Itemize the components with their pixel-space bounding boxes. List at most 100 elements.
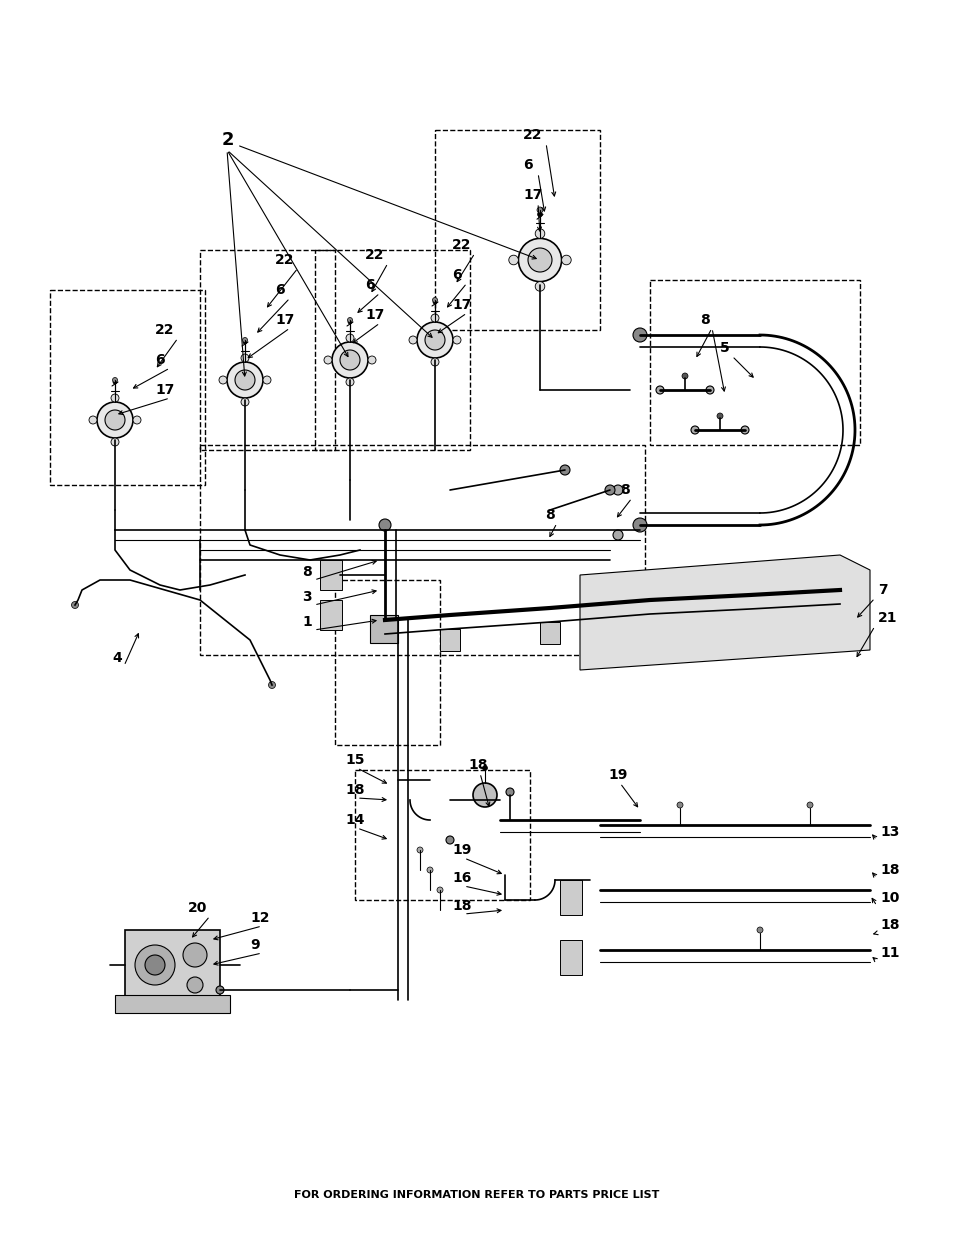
Text: 8: 8 <box>619 483 629 496</box>
Circle shape <box>242 337 247 342</box>
Bar <box>639 614 659 636</box>
Circle shape <box>416 322 453 358</box>
Bar <box>559 940 581 974</box>
Bar <box>355 769 530 900</box>
Circle shape <box>473 783 497 806</box>
Text: 20: 20 <box>188 902 207 915</box>
Bar <box>200 445 644 655</box>
Circle shape <box>187 977 203 993</box>
Circle shape <box>705 387 713 394</box>
Text: 1: 1 <box>302 615 312 629</box>
Text: 6: 6 <box>365 278 375 291</box>
Circle shape <box>112 380 117 384</box>
Circle shape <box>368 356 375 364</box>
Text: 18: 18 <box>879 863 899 877</box>
Circle shape <box>241 354 249 362</box>
Bar <box>319 600 341 630</box>
Circle shape <box>633 329 646 342</box>
Text: 13: 13 <box>879 825 899 839</box>
Circle shape <box>243 340 247 345</box>
Circle shape <box>436 887 442 893</box>
Circle shape <box>427 867 433 873</box>
Text: 6: 6 <box>274 283 284 296</box>
Text: 6: 6 <box>452 268 461 282</box>
Circle shape <box>806 802 812 808</box>
Text: 22: 22 <box>154 324 174 337</box>
Circle shape <box>757 927 762 932</box>
Circle shape <box>517 238 561 282</box>
Bar <box>314 249 470 450</box>
Text: 17: 17 <box>274 312 294 327</box>
Circle shape <box>183 944 207 967</box>
Bar <box>125 930 220 1000</box>
Text: 19: 19 <box>452 844 471 857</box>
Text: FOR ORDERING INFORMATION REFER TO PARTS PRICE LIST: FOR ORDERING INFORMATION REFER TO PARTS … <box>294 1191 659 1200</box>
Circle shape <box>505 788 514 797</box>
Text: 21: 21 <box>877 611 897 625</box>
Circle shape <box>508 256 517 264</box>
Text: 9: 9 <box>250 939 259 952</box>
Circle shape <box>527 248 552 272</box>
Circle shape <box>348 320 352 324</box>
Circle shape <box>215 986 224 994</box>
Circle shape <box>97 403 132 438</box>
Circle shape <box>424 330 444 350</box>
Circle shape <box>416 847 422 853</box>
Bar <box>335 580 439 745</box>
Text: 17: 17 <box>452 298 471 312</box>
Circle shape <box>241 398 249 406</box>
Bar <box>740 609 760 631</box>
Circle shape <box>346 333 354 342</box>
Text: 10: 10 <box>879 890 899 905</box>
Circle shape <box>268 682 275 688</box>
Circle shape <box>537 212 542 217</box>
Text: 16: 16 <box>452 871 471 885</box>
Text: 19: 19 <box>607 768 627 782</box>
Circle shape <box>324 356 332 364</box>
Circle shape <box>112 378 117 383</box>
Text: 4: 4 <box>112 651 122 664</box>
Bar <box>439 629 459 651</box>
Circle shape <box>431 314 438 322</box>
Circle shape <box>132 416 141 424</box>
Text: 17: 17 <box>154 383 174 396</box>
Text: 8: 8 <box>302 564 312 579</box>
Text: 12: 12 <box>250 911 269 925</box>
Circle shape <box>432 298 437 303</box>
Circle shape <box>431 358 438 366</box>
Text: 2: 2 <box>222 131 234 149</box>
Circle shape <box>219 375 227 384</box>
Text: 18: 18 <box>879 918 899 932</box>
Circle shape <box>740 426 748 433</box>
Circle shape <box>347 317 352 322</box>
Polygon shape <box>579 555 869 671</box>
Circle shape <box>535 282 544 291</box>
Circle shape <box>656 387 663 394</box>
Bar <box>115 995 230 1013</box>
Text: 6: 6 <box>522 158 532 172</box>
Circle shape <box>71 601 78 609</box>
Circle shape <box>346 378 354 387</box>
Text: 18: 18 <box>345 783 364 797</box>
Text: 3: 3 <box>302 590 312 604</box>
Text: 22: 22 <box>274 253 294 267</box>
Circle shape <box>613 530 622 540</box>
Circle shape <box>111 394 119 403</box>
Circle shape <box>604 485 615 495</box>
Bar <box>559 881 581 915</box>
Circle shape <box>633 517 646 532</box>
Bar <box>370 615 397 643</box>
Circle shape <box>227 362 263 398</box>
Circle shape <box>339 350 359 370</box>
Text: 5: 5 <box>720 341 729 354</box>
Bar <box>649 280 859 445</box>
Text: 18: 18 <box>452 899 471 913</box>
Text: 11: 11 <box>879 946 899 960</box>
Circle shape <box>378 519 391 531</box>
Text: 22: 22 <box>522 128 542 142</box>
Circle shape <box>559 466 569 475</box>
Circle shape <box>677 802 682 808</box>
Circle shape <box>717 412 722 419</box>
Circle shape <box>433 300 436 304</box>
Text: 14: 14 <box>345 813 364 827</box>
